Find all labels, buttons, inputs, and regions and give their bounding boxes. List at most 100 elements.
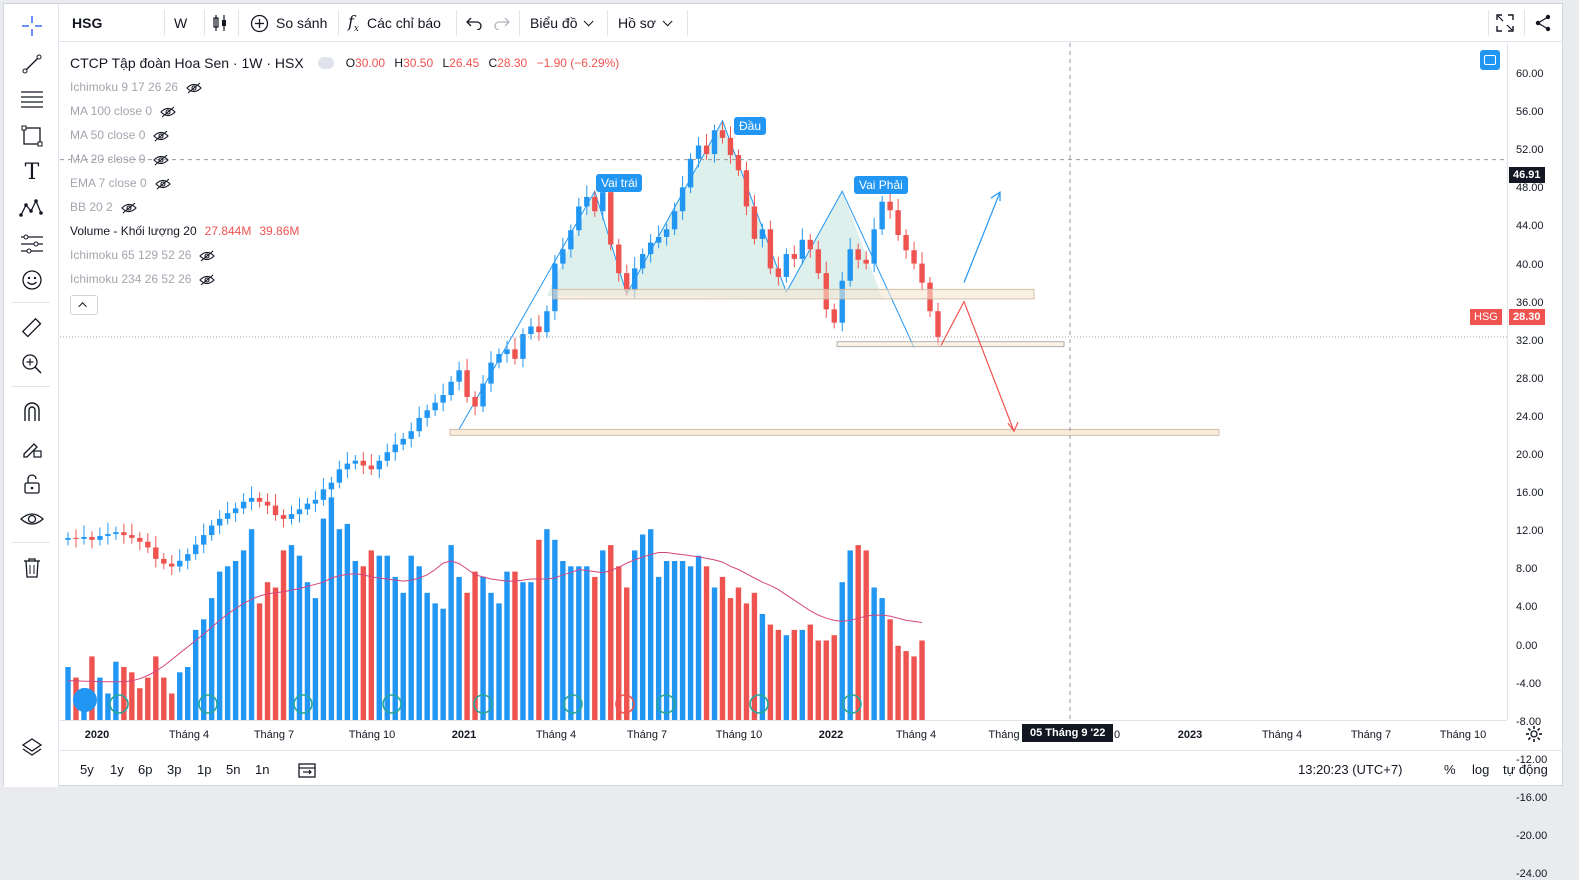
chart-menu-button[interactable]: Biểu đồ xyxy=(530,4,595,42)
event-marker-icon xyxy=(656,694,676,714)
share-button[interactable] xyxy=(1534,4,1552,42)
range-button-1n[interactable]: 1n xyxy=(255,762,270,777)
hidden-eye-icon[interactable] xyxy=(199,250,216,262)
zoom-tool[interactable] xyxy=(18,350,46,378)
volume-ma-line xyxy=(68,552,923,683)
right-shoulder-label[interactable]: Vai Phải xyxy=(854,176,908,194)
candle-body xyxy=(839,280,845,323)
indicator-legend-item[interactable]: Ichimoku 9 17 26 26 xyxy=(70,75,619,99)
candle-body xyxy=(320,489,327,500)
redo-button[interactable] xyxy=(494,4,510,42)
left-shoulder-label[interactable]: Vai trái xyxy=(596,174,643,192)
volume-bar xyxy=(655,576,662,720)
interval-button[interactable]: W xyxy=(174,15,188,31)
compare-button[interactable]: So sánh xyxy=(250,4,327,42)
volume-bar xyxy=(727,598,734,720)
profile-menu-button[interactable]: Hồ sơ xyxy=(618,4,673,42)
indicator-legend-item[interactable]: MA 50 close 0 xyxy=(70,123,619,147)
range-button-1p[interactable]: 1p xyxy=(197,762,212,777)
shape-tool[interactable] xyxy=(18,122,46,150)
trendline-tool[interactable] xyxy=(18,50,46,78)
candle-body xyxy=(185,554,191,561)
indicators-button[interactable]: fx Các chỉ báo xyxy=(348,11,441,35)
candle-body xyxy=(169,563,175,567)
clock-display[interactable]: 13:20:23 (UTC+7) xyxy=(1298,762,1403,777)
volume-bar xyxy=(624,587,630,720)
range-button-6p[interactable]: 6p xyxy=(138,762,153,777)
redo-icon xyxy=(494,17,510,30)
volume-bar xyxy=(919,640,925,720)
range-button-1y[interactable]: 1y xyxy=(110,762,124,777)
time-axis[interactable]: 2020 Tháng 4 Tháng 7 Tháng 10 2021 Tháng 4 Thá… xyxy=(60,720,1507,750)
log-toggle[interactable]: log xyxy=(1472,762,1490,777)
indicator-legend-item[interactable]: BB 20 2 xyxy=(70,195,619,219)
event-marker-icon xyxy=(615,694,635,714)
candle-body xyxy=(903,235,909,251)
candle-body xyxy=(448,381,454,396)
hidden-eye-icon[interactable] xyxy=(186,82,202,94)
candle-body xyxy=(887,201,893,211)
price-tick-label: 20.00 xyxy=(1516,449,1544,461)
icons-tool[interactable] xyxy=(18,266,46,294)
undo-button[interactable] xyxy=(466,4,482,42)
symbol-search-button[interactable]: HSG xyxy=(72,15,103,31)
range-button-5y[interactable]: 5y xyxy=(80,762,94,777)
remove-drawings-tool[interactable] xyxy=(18,554,46,582)
hidden-eye-icon[interactable] xyxy=(160,106,176,118)
candle-body xyxy=(208,525,215,536)
volume-bar xyxy=(105,693,111,720)
symbol-price-flag: HSG xyxy=(1470,309,1502,325)
indicator-legend-item[interactable]: MA 20 close 0 xyxy=(70,147,619,171)
price-tick-label: 32.00 xyxy=(1516,334,1544,347)
percent-toggle[interactable]: % xyxy=(1444,762,1456,777)
candle-body xyxy=(248,497,255,502)
prediction-tool[interactable] xyxy=(18,230,46,258)
series-settings-button[interactable] xyxy=(317,57,334,69)
volume-bar xyxy=(831,635,837,720)
pattern-tool[interactable] xyxy=(18,194,46,222)
hidden-eye-icon[interactable] xyxy=(199,274,216,286)
candle-body xyxy=(145,541,151,548)
hide-drawings-tool[interactable] xyxy=(18,506,46,534)
time-tick-label: Tháng 4 xyxy=(535,729,577,741)
head-label[interactable]: Đầu xyxy=(734,117,767,135)
object-tree-tool[interactable] xyxy=(18,734,46,762)
candle-body xyxy=(264,501,271,506)
indicator-legend-item[interactable]: MA 100 close 0 xyxy=(70,99,619,123)
fib-tool[interactable] xyxy=(18,86,46,114)
hidden-eye-icon[interactable] xyxy=(154,178,171,190)
hidden-eye-icon[interactable] xyxy=(120,202,137,214)
hidden-eye-icon[interactable] xyxy=(153,154,170,166)
candle-body xyxy=(296,509,303,515)
chart-style-button[interactable] xyxy=(211,4,229,42)
chart-pane[interactable] xyxy=(60,43,1507,720)
price-axis[interactable]: 60.00 56.00 52.00 48.00 44.00 40.00 36.00 32.00… xyxy=(1507,43,1564,880)
range-button-3p[interactable]: 3p xyxy=(167,762,182,777)
magnet-tool[interactable] xyxy=(18,398,46,426)
crosshair-tool[interactable] xyxy=(18,12,46,40)
indicator-legend-item[interactable]: Ichimoku 65 129 52 26 xyxy=(70,243,619,267)
stay-drawing-tool[interactable] xyxy=(18,434,46,462)
axis-settings-button[interactable] xyxy=(1522,722,1546,746)
measure-tool[interactable] xyxy=(18,314,46,342)
lock-drawings-tool[interactable] xyxy=(18,470,46,498)
candle-body xyxy=(759,229,766,239)
volume-bar xyxy=(815,640,821,720)
rectangle-icon xyxy=(21,125,43,147)
indicator-legend-item[interactable]: Ichimoku 234 26 52 26 xyxy=(70,267,619,291)
chart-settings-button[interactable] xyxy=(1480,50,1500,70)
fullscreen-button[interactable] xyxy=(1496,4,1514,42)
volume-bar xyxy=(472,571,478,720)
indicator-legend-item[interactable]: EMA 7 close 0 xyxy=(70,171,619,195)
date-range-button[interactable] xyxy=(298,762,316,781)
sliders-icon xyxy=(21,234,43,254)
range-button-5n[interactable]: 5n xyxy=(226,762,241,777)
collapse-legend-button[interactable] xyxy=(70,295,98,315)
candle-body xyxy=(536,326,542,333)
candle-body xyxy=(735,155,742,171)
candle-body xyxy=(528,326,534,335)
hidden-eye-icon[interactable] xyxy=(153,130,170,142)
volume-bar xyxy=(687,566,694,720)
text-tool[interactable]: T xyxy=(18,158,46,186)
auto-scale-toggle[interactable]: tự động xyxy=(1503,762,1548,777)
